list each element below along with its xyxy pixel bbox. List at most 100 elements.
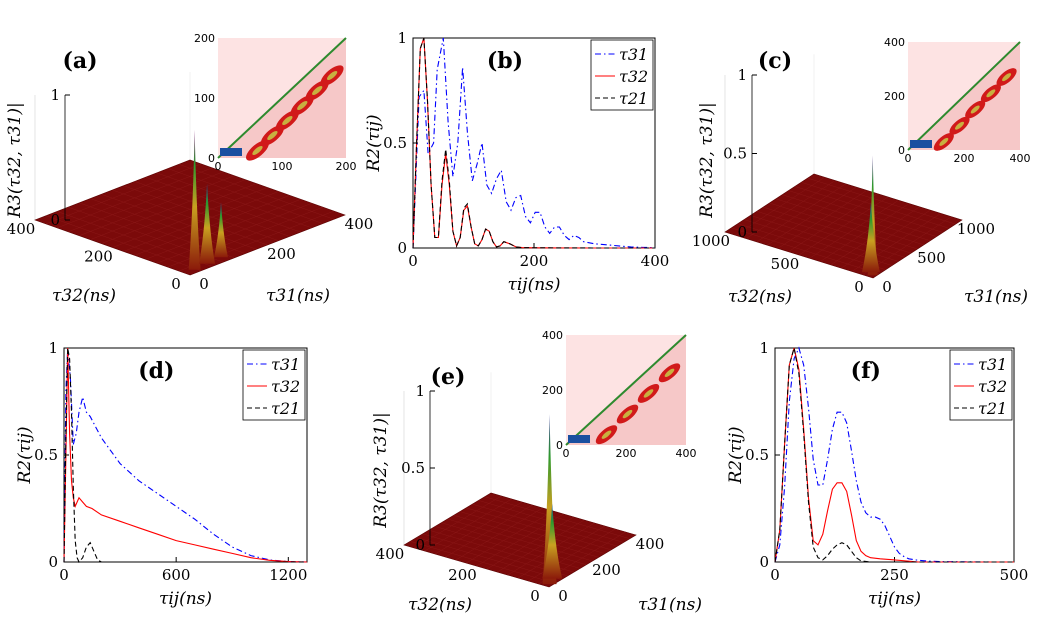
legend-box: [949, 349, 1013, 421]
inset-blob-core: [326, 70, 338, 81]
inset-blob-core: [601, 430, 612, 439]
panel-label: (e): [431, 364, 466, 390]
panel-e: 0 0.5 1 0 200 400 0 200 400 (e) τ32(ns) τ31(ns) R3(τ…: [371, 329, 702, 615]
series-line-2: [412, 37, 655, 249]
y-tick-label: 1: [759, 339, 769, 357]
inset-blob-core: [267, 130, 278, 141]
legend-entry: τ31: [619, 45, 648, 64]
floor-grid: [453, 515, 599, 558]
y-axis-label: R2(τij): [364, 115, 384, 173]
inset-y-tick-label: 0: [208, 152, 215, 165]
floor-grid: [112, 189, 268, 246]
x-tick-label: 500: [771, 255, 800, 273]
x-axis-label-text: τij(ns): [507, 275, 560, 295]
z-tick-label: 1: [737, 66, 747, 84]
x-tick-label: 200: [448, 566, 477, 584]
x-tick-label: 400: [641, 252, 670, 270]
series-line-2: [63, 347, 307, 564]
floor-grid: [807, 177, 956, 225]
z-axis-label: R3(τ32, τ31)|: [697, 102, 717, 219]
y-tick-label: 0.5: [383, 134, 407, 152]
x-axis-label: τ32(ns): [728, 287, 792, 307]
inset-x-tick-label: 0: [563, 447, 570, 460]
series-line-2: [774, 347, 1014, 563]
floor-grid: [101, 183, 257, 244]
legend-entry: τ21: [978, 399, 1007, 418]
z-tick-label: 1: [50, 86, 60, 104]
inset-y-tick-label: 100: [194, 92, 215, 105]
legend-entry: τ32: [978, 377, 1007, 396]
z-tick-label: 1: [415, 382, 425, 400]
y-axis-label-text: τ31(ns): [266, 286, 330, 306]
y-tick-label: 0.5: [34, 446, 58, 464]
inset-x-tick-label: 200: [336, 160, 357, 173]
floor-grid: [756, 183, 846, 243]
floor-grid: [79, 175, 235, 236]
y-axis-label: R2(τij): [726, 427, 746, 485]
inset-blob-core: [643, 389, 654, 398]
y-tick-label: 200: [592, 561, 621, 579]
inset-y-tick-label: 200: [884, 90, 905, 103]
x-tick-label: 600: [162, 566, 191, 584]
legend-entry: τ21: [619, 89, 648, 108]
y-axis-label: τ31(ns): [964, 287, 1028, 307]
z-axis-label-text: R3(τ32, τ31)|: [371, 412, 391, 529]
panel-c: 0 0.5 1 0 500 1000 0 500 1000 (c) τ32(ns) τ31(ns) R3…: [692, 36, 1031, 307]
inset-blob-core: [297, 100, 308, 111]
floor-grid: [788, 193, 878, 252]
floor-grid: [414, 495, 502, 549]
surface-peak: [199, 183, 216, 264]
x-axis-label-text: τij(ns): [159, 589, 212, 609]
inset-blob-core: [282, 115, 293, 126]
legend-entry: τ32: [271, 377, 300, 396]
y-tick-label: 400: [345, 215, 374, 233]
floor-grid: [767, 186, 857, 246]
surface-peak: [214, 202, 228, 258]
floor-grid: [801, 182, 950, 229]
z-tick-label: 0.5: [723, 145, 747, 163]
x-axis-label: τij(ns): [868, 589, 921, 609]
x-tick-label: 0: [530, 587, 540, 605]
inset-x-tick-label: 100: [272, 160, 293, 173]
inset-x-tick-label: 0: [215, 160, 222, 173]
x-axis-label: τij(ns): [507, 275, 560, 295]
inset-x-tick-label: 200: [954, 152, 975, 165]
x-tick-label: 250: [880, 566, 909, 584]
floor-grid: [775, 198, 924, 246]
y-tick-label: 0: [48, 553, 58, 571]
inset-x-tick-label: 400: [1010, 152, 1031, 165]
inset-corner-peak: [568, 435, 590, 443]
surface-peak: [542, 503, 563, 579]
floor-grid: [746, 180, 836, 239]
legend-box: [242, 349, 306, 421]
floor-grid: [782, 194, 931, 241]
y-tick-label: 500: [917, 249, 946, 267]
inset-blob-core: [955, 121, 965, 130]
inset-diagonal: [565, 334, 687, 446]
z-tick-label: 0: [50, 211, 60, 229]
series-line-0: [412, 37, 656, 249]
panel-label: (b): [487, 48, 523, 74]
floor-grid: [769, 202, 918, 250]
panel-label: (c): [758, 48, 792, 74]
y-tick-label: 1: [397, 29, 407, 47]
surface-peak: [861, 202, 880, 273]
inset-heatmap: 0 100 200 0 100 200: [194, 32, 357, 173]
floor-grid: [794, 186, 943, 233]
floor-grid: [777, 190, 867, 249]
x-tick-label: 400: [7, 220, 36, 238]
panel-label: (a): [62, 48, 97, 74]
legend-entry: τ21: [271, 399, 300, 418]
inset-blob-core: [986, 89, 996, 98]
y-tick-label: 200: [267, 245, 296, 263]
x-axis-label-text: τ32(ns): [728, 287, 792, 307]
floor-grid: [424, 498, 512, 552]
panel-label: (d): [138, 358, 174, 384]
x-tick-label: 1000: [692, 232, 730, 250]
inset-blob-core: [252, 145, 263, 156]
x-tick-label: 200: [84, 248, 113, 266]
z-axis-label: R3(τ32, τ31)|: [371, 412, 391, 529]
inset-blob-core: [622, 409, 633, 419]
y-axis-label: τ31(ns): [266, 286, 330, 306]
x-tick-label: 200: [520, 252, 549, 270]
